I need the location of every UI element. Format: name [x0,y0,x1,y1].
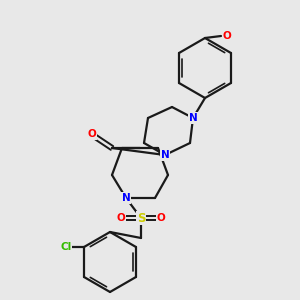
Text: O: O [223,31,231,41]
Text: N: N [189,113,197,123]
Text: S: S [137,212,145,224]
Text: O: O [117,213,125,223]
Text: O: O [88,129,96,139]
Text: O: O [157,213,165,223]
Text: N: N [122,193,130,203]
Text: N: N [160,150,169,160]
Text: Cl: Cl [60,242,72,252]
